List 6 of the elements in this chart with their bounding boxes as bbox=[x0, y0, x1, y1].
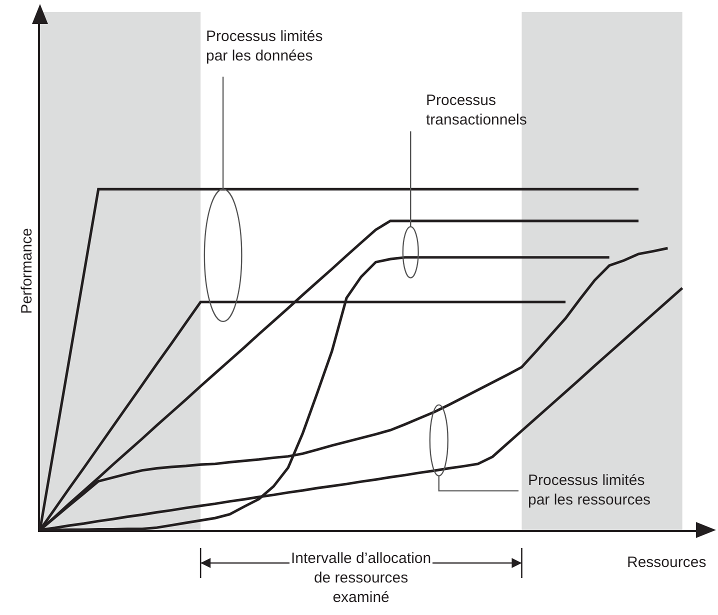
x-axis-title: Ressources bbox=[627, 554, 706, 571]
text: Intervalle d’allocation de ressources examiné bbox=[291, 550, 432, 606]
y-axis-title: Performance bbox=[18, 228, 36, 314]
text: Processus transactionnels bbox=[426, 92, 527, 128]
text: Processus limités par les données bbox=[206, 28, 323, 64]
annotation: Processus limités par les ressources bbox=[528, 472, 651, 508]
